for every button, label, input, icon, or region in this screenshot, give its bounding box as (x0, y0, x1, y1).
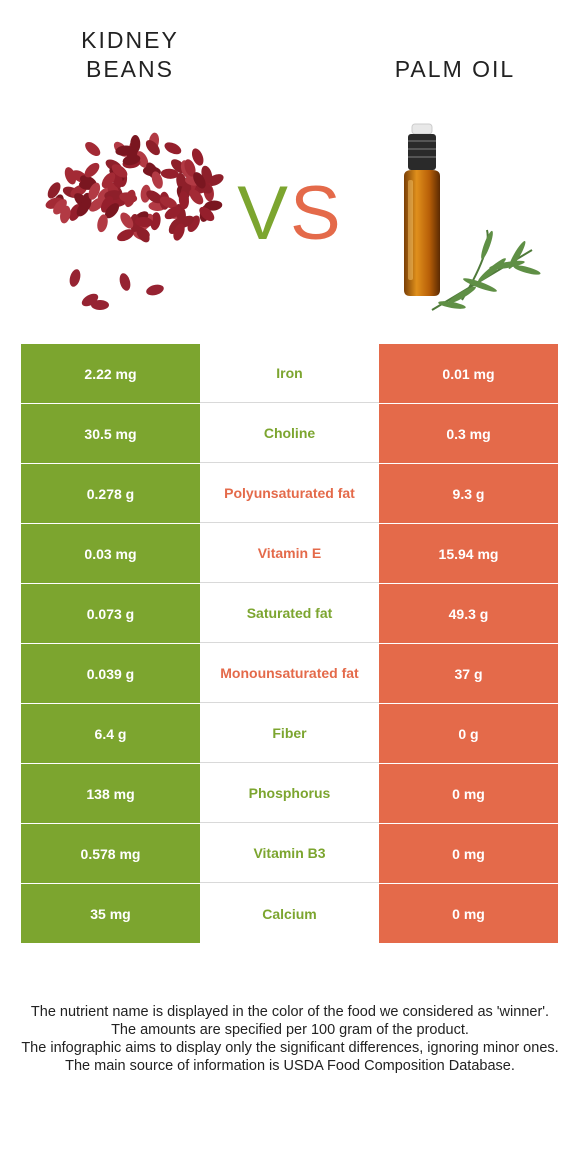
nutrient-name: Vitamin E (200, 524, 379, 583)
footer-line-1: The nutrient name is displayed in the co… (30, 1004, 550, 1020)
table-row: 0.03 mg Vitamin E 15.94 mg (21, 524, 558, 584)
right-value: 37 g (379, 644, 558, 703)
table-row: 35 mg Calcium 0 mg (21, 884, 558, 944)
vs-v: V (237, 171, 290, 256)
right-value: 0 mg (379, 824, 558, 883)
nutrient-name: Fiber (200, 704, 379, 763)
right-value: 0 g (379, 704, 558, 763)
right-value: 15.94 mg (379, 524, 558, 583)
kidney-beans-image (45, 132, 224, 310)
right-value: 0 mg (379, 884, 558, 943)
nutrient-name: Iron (200, 344, 379, 403)
left-value: 0.039 g (21, 644, 200, 703)
left-value: 30.5 mg (21, 404, 200, 463)
vs-label: VS (0, 168, 580, 260)
nutrient-name: Polyunsaturated fat (200, 464, 379, 523)
nutrient-name: Choline (200, 404, 379, 463)
table-row: 2.22 mg Iron 0.01 mg (21, 344, 558, 404)
footer-line-3: The infographic aims to display only the… (21, 1040, 559, 1056)
palm-oil-bottle-image (404, 123, 541, 311)
left-food-title: KIDNEY BEANS (81, 27, 179, 82)
right-value: 0.3 mg (379, 404, 558, 463)
table-row: 0.578 mg Vitamin B3 0 mg (21, 824, 558, 884)
nutrient-name: Calcium (200, 884, 379, 943)
nutrient-name: Monounsaturated fat (200, 644, 379, 703)
footer-line-4: The main source of information is USDA F… (65, 1058, 515, 1074)
right-value: 9.3 g (379, 464, 558, 523)
table-row: 6.4 g Fiber 0 g (21, 704, 558, 764)
table-row: 0.073 g Saturated fat 49.3 g (21, 584, 558, 644)
left-value: 0.278 g (21, 464, 200, 523)
table-row: 138 mg Phosphorus 0 mg (21, 764, 558, 824)
vs-s: S (290, 171, 343, 256)
left-value: 138 mg (21, 764, 200, 823)
table-row: 30.5 mg Choline 0.3 mg (21, 404, 558, 464)
nutrient-comparison-table: 2.22 mg Iron 0.01 mg 30.5 mg Choline 0.3 mg 0.… (21, 344, 558, 944)
table-row: 0.278 g Polyunsaturated fat 9.3 g (21, 464, 558, 524)
table-row: 0.039 g Monounsaturated fat 37 g (21, 644, 558, 704)
right-value: 0.01 mg (379, 344, 558, 403)
left-value: 0.03 mg (21, 524, 200, 583)
left-value: 0.073 g (21, 584, 200, 643)
right-value: 49.3 g (379, 584, 558, 643)
left-value: 2.22 mg (21, 344, 200, 403)
right-food-title: PALM OIL (394, 56, 516, 82)
nutrient-name: Saturated fat (200, 584, 379, 643)
left-value: 6.4 g (21, 704, 200, 763)
right-value: 0 mg (379, 764, 558, 823)
left-value: 35 mg (21, 884, 200, 943)
nutrient-name: Phosphorus (200, 764, 379, 823)
footer-notes: The nutrient name is displayed in the co… (16, 1003, 564, 1075)
footer-line-2: The amounts are specified per 100 gram o… (111, 1022, 469, 1038)
nutrient-name: Vitamin B3 (200, 824, 379, 883)
left-value: 0.578 mg (21, 824, 200, 883)
